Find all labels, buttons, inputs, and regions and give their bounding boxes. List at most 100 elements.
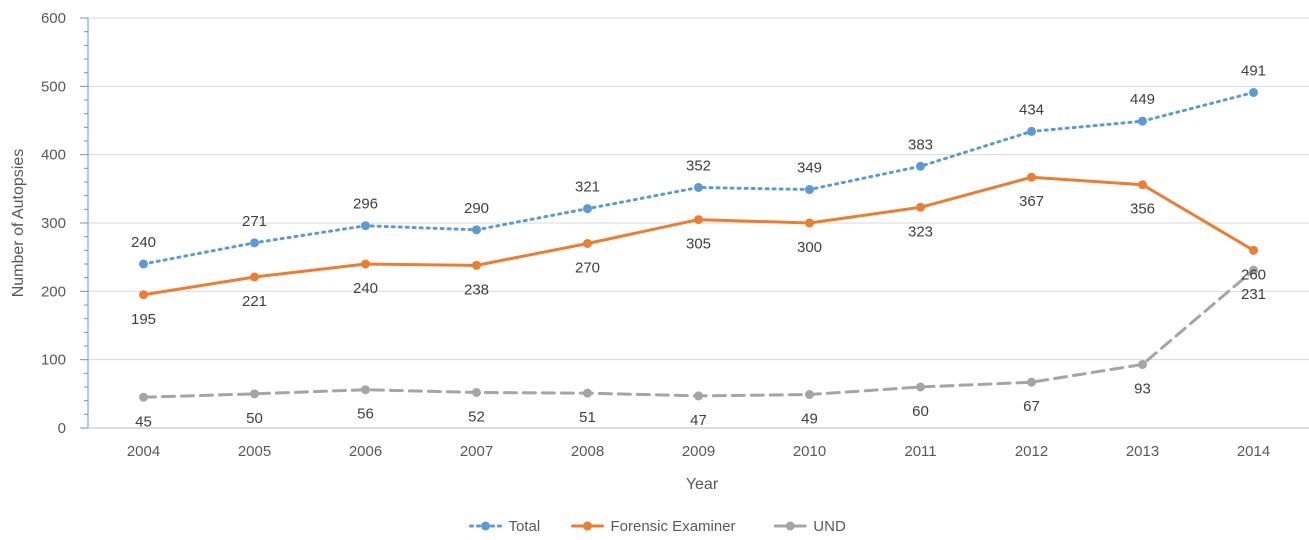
data-point bbox=[583, 204, 592, 214]
x-tick-label: 2010 bbox=[793, 443, 826, 460]
data-point bbox=[805, 390, 814, 400]
x-tick-label: 2007 bbox=[460, 443, 493, 460]
data-point bbox=[916, 161, 925, 171]
series-line-und bbox=[142, 268, 1255, 399]
series-lines bbox=[139, 87, 1258, 402]
data-point bbox=[1027, 377, 1036, 387]
data-label: 67 bbox=[1023, 398, 1040, 415]
legend-label: Total bbox=[509, 518, 541, 535]
x-tick-label: 2013 bbox=[1126, 443, 1159, 460]
legend-item: Total bbox=[469, 518, 541, 535]
y-tick-label: 0 bbox=[58, 420, 66, 437]
data-point bbox=[250, 238, 259, 248]
y-tick-label: 500 bbox=[41, 78, 66, 95]
data-point bbox=[361, 385, 370, 395]
data-point bbox=[1138, 180, 1147, 190]
legend-label: Forensic Examiner bbox=[611, 518, 736, 535]
data-label: 221 bbox=[242, 293, 267, 310]
x-tick-label: 2005 bbox=[238, 443, 271, 460]
data-point bbox=[1249, 245, 1258, 255]
legend-item: UND bbox=[773, 518, 846, 535]
y-tick-label: 400 bbox=[41, 147, 66, 164]
data-point bbox=[1249, 87, 1258, 97]
data-label: 51 bbox=[579, 409, 596, 426]
data-label: 367 bbox=[1019, 193, 1044, 210]
data-point bbox=[916, 202, 925, 212]
data-label: 449 bbox=[1130, 91, 1155, 108]
data-label: 300 bbox=[797, 239, 822, 256]
data-label: 352 bbox=[686, 157, 711, 174]
legend: Total Forensic Examiner UND bbox=[469, 518, 846, 535]
data-label: 50 bbox=[246, 410, 263, 427]
data-label: 45 bbox=[135, 413, 152, 430]
data-point bbox=[694, 182, 703, 192]
data-label: 195 bbox=[131, 311, 156, 328]
legend-item: Forensic Examiner bbox=[571, 518, 736, 535]
y-tick-label: 600 bbox=[41, 10, 66, 27]
x-axis-title: Year bbox=[686, 476, 719, 493]
x-tick-label: 2004 bbox=[127, 443, 160, 460]
data-point bbox=[583, 239, 592, 248]
data-label: 349 bbox=[797, 160, 822, 177]
data-point bbox=[1027, 126, 1036, 136]
x-tick-label: 2008 bbox=[571, 443, 604, 460]
data-label: 321 bbox=[575, 179, 600, 196]
data-point bbox=[472, 260, 481, 270]
data-label: 231 bbox=[1241, 286, 1266, 303]
data-label: 56 bbox=[357, 406, 374, 423]
data-label: 305 bbox=[686, 236, 711, 253]
data-point bbox=[139, 392, 148, 402]
data-point bbox=[694, 391, 703, 401]
x-tick-label: 2009 bbox=[682, 443, 715, 460]
x-tick-label: 2011 bbox=[904, 443, 936, 460]
data-point bbox=[250, 272, 259, 282]
data-label: 49 bbox=[801, 411, 818, 428]
data-label: 238 bbox=[464, 281, 489, 298]
data-point bbox=[805, 218, 814, 228]
data-label: 47 bbox=[690, 412, 707, 429]
legend-marker bbox=[583, 521, 592, 531]
x-tick-label: 2006 bbox=[349, 443, 382, 460]
data-point bbox=[361, 221, 370, 231]
data-point bbox=[694, 215, 703, 225]
data-label: 270 bbox=[575, 260, 600, 277]
data-point bbox=[805, 185, 814, 195]
data-point bbox=[472, 387, 481, 397]
data-label: 290 bbox=[464, 200, 489, 217]
data-point bbox=[250, 389, 259, 399]
axes: 0 100 200 300 400 500 600 2004 2005 2006 2007 2008 2… bbox=[41, 10, 1309, 460]
data-point bbox=[1027, 172, 1036, 182]
data-point bbox=[1138, 116, 1147, 126]
data-label: 383 bbox=[908, 136, 933, 153]
data-label: 52 bbox=[468, 408, 485, 425]
data-point bbox=[1138, 359, 1147, 369]
y-tick-label: 200 bbox=[41, 283, 66, 300]
y-tick-label: 100 bbox=[41, 352, 66, 369]
legend-marker bbox=[785, 521, 795, 531]
y-axis-title: Number of Autopsies bbox=[10, 149, 27, 298]
data-label: 93 bbox=[1134, 380, 1151, 397]
data-label: 356 bbox=[1130, 201, 1155, 218]
legend-label: UND bbox=[813, 518, 846, 535]
data-point bbox=[1249, 265, 1258, 275]
y-tick-label: 300 bbox=[41, 215, 66, 232]
data-point bbox=[361, 259, 370, 269]
data-point bbox=[139, 290, 148, 300]
data-point bbox=[583, 388, 592, 398]
x-tick-label: 2014 bbox=[1237, 443, 1270, 460]
data-label: 296 bbox=[353, 196, 378, 213]
data-label: 260 bbox=[1241, 266, 1266, 283]
data-label: 323 bbox=[908, 223, 933, 240]
data-point bbox=[139, 259, 148, 269]
data-label: 271 bbox=[242, 213, 267, 230]
legend-marker bbox=[481, 521, 490, 531]
data-point bbox=[916, 382, 925, 392]
data-label: 434 bbox=[1019, 101, 1044, 118]
data-label: 240 bbox=[131, 234, 156, 251]
data-label: 491 bbox=[1241, 62, 1266, 79]
x-tick-label: 2012 bbox=[1015, 443, 1048, 460]
data-label: 60 bbox=[912, 403, 929, 420]
data-point bbox=[472, 225, 481, 235]
data-label: 240 bbox=[353, 280, 378, 297]
